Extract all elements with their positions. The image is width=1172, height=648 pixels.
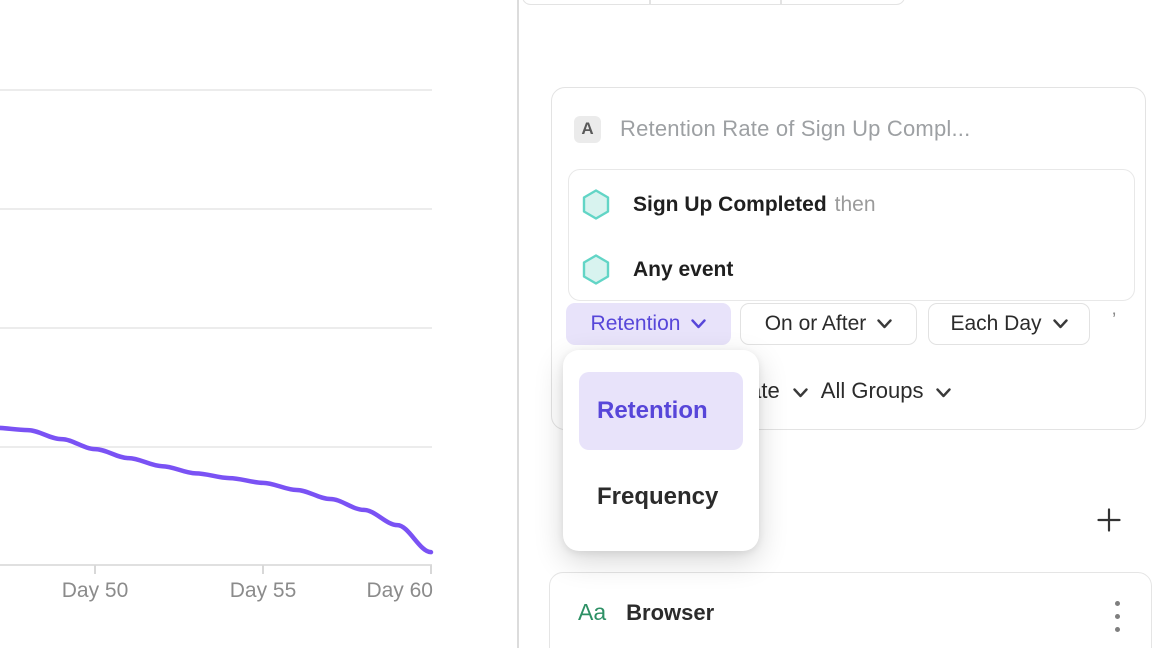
event-suffix-then: then — [834, 192, 876, 216]
dropdown-option-frequency[interactable]: Frequency — [579, 466, 743, 528]
events-card: Sign Up Completed then Any event — [568, 169, 1135, 301]
event-row-any-event[interactable]: Any event — [582, 254, 733, 285]
retention-chart-svg: Day 50 Day 55 Day 60 — [0, 89, 434, 602]
groupby-property-name: Browser — [626, 599, 715, 625]
chevron-down-icon — [877, 319, 892, 329]
query-builder-panel: A Retention Rate of Sign Up Compl... Sig… — [519, 0, 1172, 648]
event-hexagon-icon — [582, 254, 610, 285]
measure-dropdown-menu: Retention Frequency — [563, 350, 759, 551]
retention-line-series — [0, 425, 434, 555]
event-hexagon-icon — [582, 189, 610, 220]
interval-dropdown-button[interactable]: Each Day — [928, 303, 1090, 345]
chevron-down-icon — [691, 319, 707, 329]
start-condition-label: On or After — [764, 312, 867, 335]
event-name: Sign Up Completed — [633, 192, 827, 216]
x-axis-labels: Day 50 Day 55 Day 60 — [62, 579, 433, 602]
metric-title-input[interactable]: Retention Rate of Sign Up Compl... — [620, 116, 971, 141]
chart-gridlines — [0, 89, 432, 448]
svg-text:Day 55: Day 55 — [230, 579, 297, 602]
event-row-signup[interactable]: Sign Up Completed then — [582, 189, 876, 220]
clipped-toolbar[interactable] — [522, 0, 905, 5]
property-type-icon: Aa — [578, 599, 607, 625]
chevron-down-icon — [1052, 319, 1068, 329]
svg-text:Day 60: Day 60 — [366, 579, 433, 602]
retention-chart: Day 50 Day 55 Day 60 — [0, 0, 517, 648]
dropdown-option-label: Frequency — [597, 483, 719, 510]
add-button[interactable] — [1095, 506, 1123, 534]
groupby-row: Aa Browser — [578, 599, 714, 626]
groupby-card-browser[interactable]: Aa Browser — [549, 572, 1152, 648]
toolbar-separator — [649, 0, 651, 4]
measure-dropdown-label: Retention — [590, 312, 681, 335]
dropdown-option-retention[interactable]: Retention — [579, 372, 743, 450]
metric-card-header: A Retention Rate of Sign Up Compl... — [574, 115, 971, 143]
pane-divider — [517, 0, 519, 648]
group-by-dropdown[interactable]: All Groups — [820, 378, 924, 403]
metric-label-badge: A — [574, 115, 601, 143]
plus-icon — [1097, 508, 1121, 532]
svg-text:Day 50: Day 50 — [62, 579, 129, 602]
chevron-down-icon — [936, 378, 952, 404]
dropdown-option-label: Retention — [597, 397, 708, 424]
interval-label: Each Day — [950, 312, 1042, 335]
controls-row: Retention On or After Each Day — [552, 303, 1145, 345]
clipped-control-fragment: ’ — [1112, 310, 1117, 331]
chevron-down-icon — [793, 378, 808, 404]
x-axis-ticks — [94, 565, 432, 574]
toolbar-separator — [780, 0, 782, 4]
start-condition-dropdown-button[interactable]: On or After — [740, 303, 917, 345]
more-options-icon[interactable] — [1107, 597, 1127, 635]
measure-dropdown-button[interactable]: Retention — [566, 303, 731, 345]
event-name: Any event — [633, 257, 734, 281]
